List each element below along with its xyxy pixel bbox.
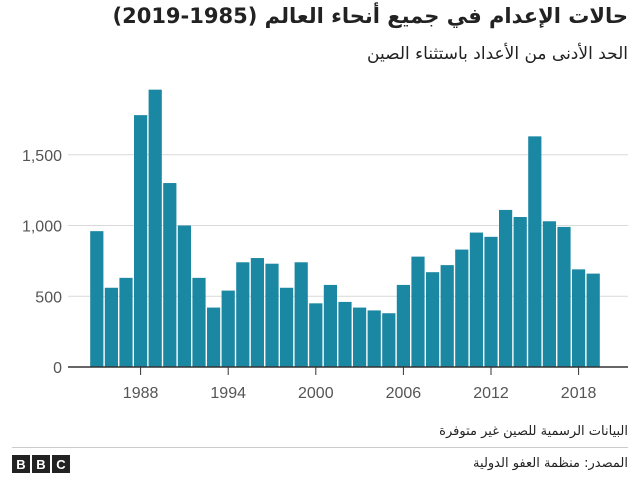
y-tick-label: 1,000 (22, 219, 62, 236)
axes: 0 500 1,000 1,500 1988 1994 2000 2006 2012 2018 (22, 148, 628, 402)
logo-letter-b2: B (32, 455, 50, 473)
bar-2019 (586, 273, 600, 367)
bar-1999 (294, 262, 308, 367)
bar-2001 (323, 284, 337, 367)
bar-2010 (455, 249, 469, 367)
x-tick-label: 2012 (473, 385, 509, 402)
bar-chart: 0 500 1,000 1,500 1988 1994 2000 2006 2012 2018 (22, 89, 628, 402)
bar-1996 (250, 258, 264, 367)
footnote: البيانات الرسمية للصين غير متوفرة (439, 424, 628, 439)
bar-1995 (236, 262, 250, 367)
bar-2012 (484, 236, 498, 367)
bar-2006 (396, 284, 410, 367)
bar-2000 (309, 303, 323, 367)
bbc-logo: B B C (12, 455, 70, 473)
bar-2008 (426, 272, 440, 367)
y-tick-label: 500 (35, 289, 62, 306)
bar-1994 (221, 290, 235, 367)
bar-2015 (528, 136, 542, 367)
bar-2003 (353, 307, 367, 367)
bar-2017 (557, 226, 571, 367)
bar-1992 (192, 277, 206, 367)
x-tick-label: 2018 (561, 385, 597, 402)
bar-1987 (119, 277, 133, 367)
bar-1990 (163, 183, 177, 367)
y-tick-label: 0 (53, 360, 62, 377)
footer-divider (12, 447, 628, 448)
bar-2014 (513, 217, 527, 367)
bar-2007 (411, 256, 425, 367)
bar-1985 (90, 231, 104, 367)
x-tick-label: 2006 (386, 385, 422, 402)
y-tick-label: 1,500 (22, 148, 62, 165)
bar-1993 (207, 307, 221, 367)
bar-2011 (469, 232, 483, 367)
x-tick-label: 1988 (123, 385, 159, 402)
chart-subtitle: الحد الأدنى من الأعداد باستثناء الصين (367, 44, 628, 64)
bar-2018 (572, 269, 586, 367)
bar-1989 (148, 89, 162, 367)
x-tick-label: 2000 (298, 385, 334, 402)
bars (90, 89, 600, 367)
bar-2016 (542, 221, 556, 367)
logo-letter-b1: B (12, 455, 30, 473)
logo-letter-c: C (52, 455, 70, 473)
chart-title: حالات الإعدام في جميع أنحاء العالم (1985… (112, 4, 628, 28)
bar-2002 (338, 301, 352, 367)
bar-2004 (367, 310, 381, 367)
bar-2009 (440, 265, 454, 367)
bar-2013 (499, 209, 513, 367)
bar-2005 (382, 313, 396, 367)
bar-1986 (104, 287, 118, 367)
bar-1991 (177, 225, 191, 367)
x-tick-label: 1994 (210, 385, 246, 402)
bar-1988 (134, 115, 148, 367)
source-note: المصدر: منظمة العفو الدولية (473, 456, 628, 471)
bar-1997 (265, 263, 279, 367)
bar-1998 (280, 287, 294, 367)
